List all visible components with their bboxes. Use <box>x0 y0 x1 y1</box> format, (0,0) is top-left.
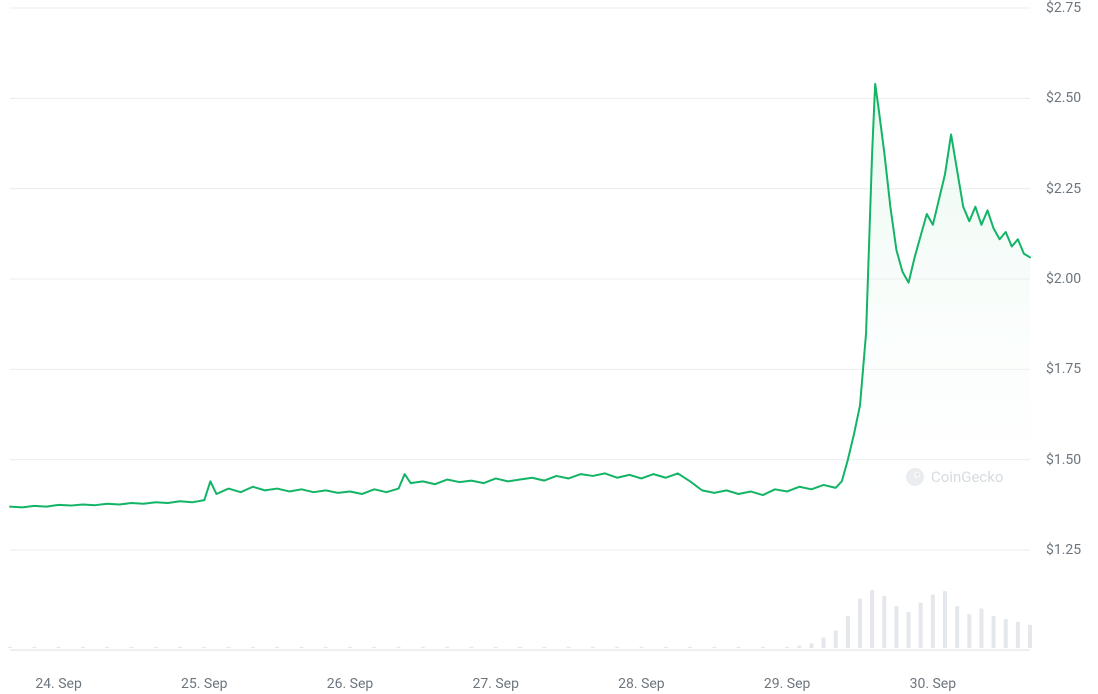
x-axis-label: 27. Sep <box>472 676 519 692</box>
y-axis-label: $2.00 <box>1046 271 1081 287</box>
x-axis-label: 30. Sep <box>910 676 957 692</box>
y-axis-label: $2.25 <box>1046 181 1081 197</box>
watermark-text: CoinGecko <box>931 468 1003 486</box>
y-axis-label: $2.50 <box>1046 90 1081 106</box>
y-axis-label: $1.50 <box>1046 452 1081 468</box>
x-axis-label: 24. Sep <box>35 676 82 692</box>
x-axis-label: 25. Sep <box>181 676 228 692</box>
y-axis-label: $2.75 <box>1046 0 1081 16</box>
x-axis-label: 28. Sep <box>618 676 665 692</box>
x-axis-label: 26. Sep <box>327 676 374 692</box>
coingecko-icon <box>905 467 925 487</box>
coingecko-watermark: CoinGecko <box>905 467 1003 487</box>
y-axis-label: $1.25 <box>1046 542 1081 558</box>
x-axis-label: 29. Sep <box>764 676 811 692</box>
y-axis-label: $1.75 <box>1046 361 1081 377</box>
price-chart: CoinGecko $2.75 $2.50 $2.25 $2.00 $1.75 $1.50… <box>0 0 1098 694</box>
chart-svg <box>0 0 1098 694</box>
